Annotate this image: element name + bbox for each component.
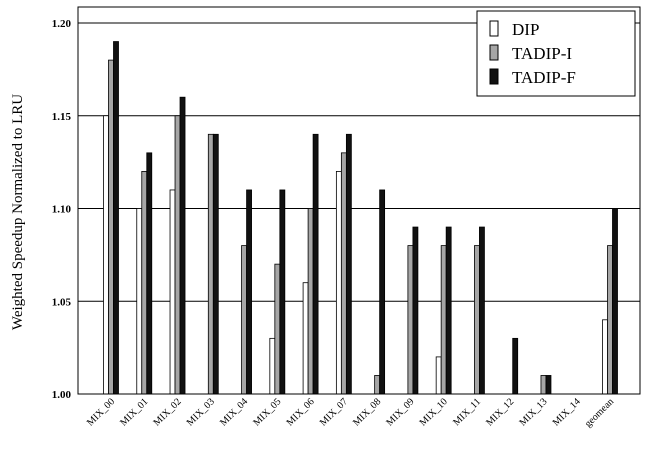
bar-tadip-i-mix-01	[141, 170, 148, 395]
bar-tadip-f-mix-03	[212, 133, 219, 395]
bar-tadip-f-mix-11	[479, 226, 485, 395]
bar-dip-mix-07	[335, 170, 342, 395]
legend-swatch	[489, 44, 499, 61]
y-tick-label: 1.00	[52, 389, 72, 401]
bar-dip-mix-01	[136, 208, 143, 395]
plot-frame	[77, 6, 641, 395]
legend-label: TADIP-F	[512, 68, 576, 87]
bar-tadip-i-mix-05	[274, 263, 281, 395]
y-tick-label: 1.20	[52, 18, 72, 30]
bar-tadip-f-mix-02	[179, 96, 186, 395]
bar-tadip-f-mix-13	[545, 375, 552, 395]
legend: DIP TADIP-I TADIP-F	[476, 10, 636, 97]
legend-label: TADIP-I	[512, 44, 572, 63]
bar-tadip-f-geomean	[612, 208, 618, 395]
bar-tadip-i-mix-06	[307, 208, 314, 395]
bar-tadip-i-mix-02	[174, 115, 181, 395]
bar-tadip-i-mix-08	[374, 375, 381, 395]
bar-tadip-i-mix-13	[540, 375, 547, 395]
bar-tadip-f-mix-06	[312, 133, 319, 395]
bar-tadip-f-mix-01	[146, 152, 153, 395]
bar-dip-mix-10	[435, 356, 442, 395]
bar-tadip-i-mix-09	[407, 245, 414, 395]
bar-dip-mix-02	[169, 189, 176, 395]
bar-dip-mix-06	[302, 282, 309, 395]
bar-dip-geomean	[602, 319, 608, 395]
legend-label: DIP	[512, 20, 539, 39]
y-tick-label: 1.05	[52, 296, 72, 308]
bar-tadip-i-mix-10	[440, 245, 447, 395]
bar-tadip-f-mix-05	[279, 189, 286, 395]
y-axis-title: Weighted Speedup Normalized to LRU	[10, 94, 26, 330]
bar-tadip-f-mix-08	[379, 189, 386, 395]
bar-tadip-f-mix-04	[246, 189, 252, 395]
bar-tadip-i-mix-11	[474, 245, 480, 395]
bar-dip-mix-00	[103, 115, 109, 395]
legend-swatch	[489, 20, 499, 37]
bar-tadip-i-mix-03	[207, 133, 214, 395]
bar-tadip-i-geomean	[607, 245, 613, 395]
y-tick-label: 1.15	[52, 111, 72, 123]
legend-box	[476, 10, 636, 97]
bar-tadip-i-mix-04	[241, 245, 247, 395]
bar-tadip-f-mix-07	[345, 133, 352, 395]
bar-tadip-f-mix-10	[445, 226, 452, 395]
legend-swatch	[489, 68, 499, 85]
bar-tadip-f-mix-00	[113, 41, 119, 395]
y-tick-label: 1.10	[52, 204, 72, 216]
y-tick-labels: 1.00 1.05 1.10 1.15 1.20	[52, 18, 72, 401]
bar-tadip-i-mix-07	[340, 152, 347, 395]
bar-tadip-f-mix-09	[412, 226, 419, 395]
bar-tadip-f-mix-12	[512, 337, 519, 395]
bar-dip-mix-05	[269, 337, 276, 395]
bar-tadip-i-mix-00	[108, 59, 114, 395]
